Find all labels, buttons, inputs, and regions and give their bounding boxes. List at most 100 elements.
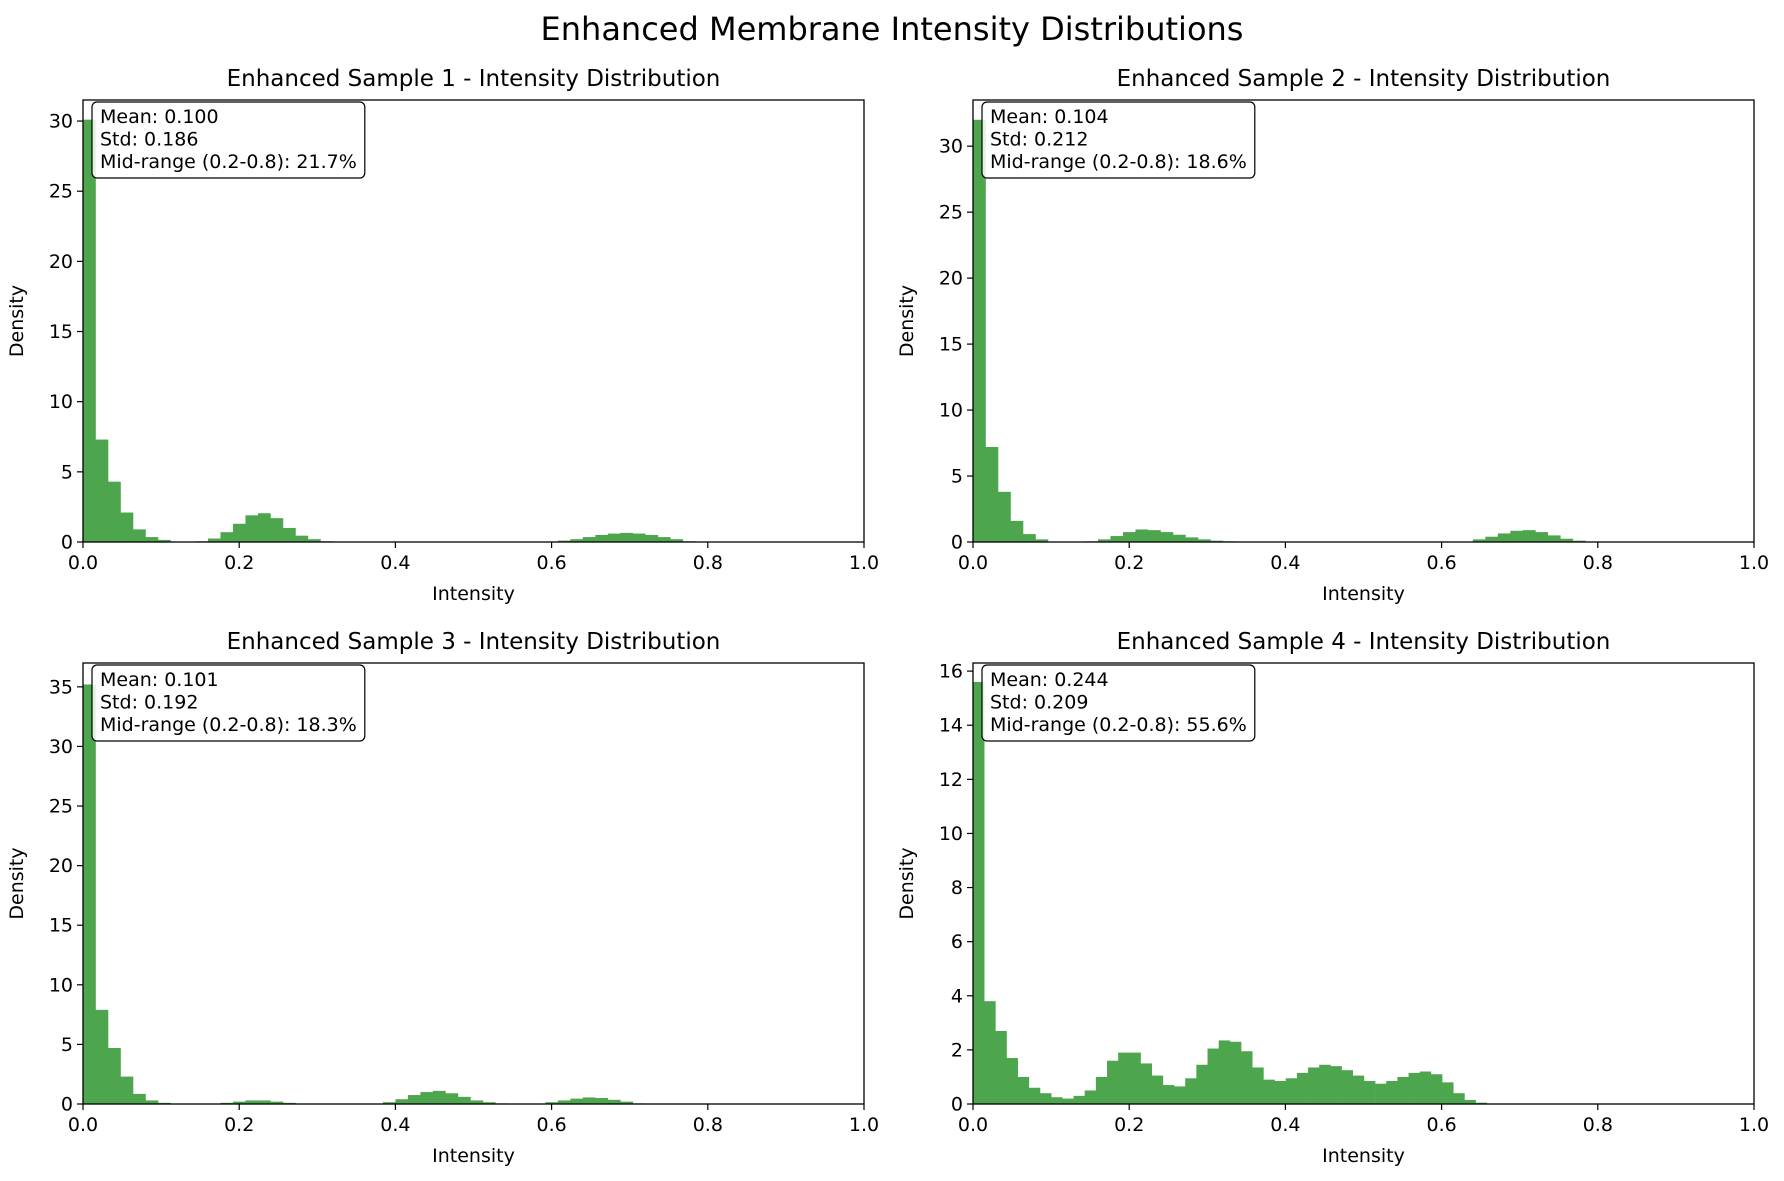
x-tick-label: 0.4 [380,1114,410,1136]
y-tick-label: 10 [49,974,73,996]
x-tick-label: 0.2 [224,1114,254,1136]
histogram-bar [257,1100,271,1104]
histogram-bar [1274,1081,1287,1104]
x-tick-label: 1.0 [849,1114,879,1136]
panel-title: Enhanced Sample 1 - Intensity Distributi… [227,66,721,92]
x-tick-label: 0.0 [958,1114,988,1136]
histogram-bar [1386,1081,1398,1104]
histogram-bar [1475,1102,1488,1104]
axes-frame [82,99,865,543]
histogram-bar [232,523,246,542]
histogram-bar [157,539,171,542]
y-tick-label: 14 [939,715,963,737]
histogram-bar [645,534,659,542]
histogram-bar [620,1101,634,1104]
histogram-bar [132,529,146,542]
histogram-bar [107,1047,121,1104]
histogram-bar [1062,1098,1074,1104]
y-tick-label: 0 [61,1094,73,1116]
stats-mean: Mean: 0.100 [100,106,219,128]
y-tick-label: 10 [49,391,73,413]
histogram-bar [95,1009,109,1104]
x-tick-label: 0.4 [1270,1114,1300,1136]
x-tick-label: 0.4 [380,552,410,574]
histogram-bar [985,447,999,542]
histogram-bar [132,1093,146,1104]
histogram-bar [307,539,321,542]
stats-mid-range: Mid-range (0.2-0.8): 21.7% [100,151,357,173]
histogram-bar [120,1076,134,1104]
histogram-bar [973,681,985,1104]
histogram-bar [657,537,671,542]
histogram-bar [1035,539,1049,542]
panel-1: 0.0 0.2 0.4 0.6 0.8 1.0 0 5 10 15 20 25 30 Enhanced S… [6,66,879,605]
histogram-bar [1485,536,1499,542]
y-tick-label: 15 [49,321,73,343]
figure-title: Enhanced Membrane Intensity Distribution… [541,10,1244,48]
y-tick-label: 0 [61,532,73,554]
histogram-bar [270,1101,284,1104]
histogram-bar [973,119,986,542]
histogram-bar [570,539,584,542]
histogram-bar [1330,1066,1342,1104]
histogram-bar [1363,1081,1376,1104]
histogram-bar [1263,1079,1275,1104]
histogram-bar [1185,1078,1197,1104]
x-tick-label: 0.8 [1583,552,1613,574]
histogram-bar [1107,1060,1119,1104]
y-tick-label: 6 [951,931,963,953]
histogram-bar [1296,1072,1309,1104]
histogram-bar [1110,536,1124,542]
histogram-bar [1006,1058,1018,1104]
x-tick-label: 0.8 [693,1114,723,1136]
histogram-bars [973,119,1586,542]
histogram-bar [1097,539,1111,542]
stats-mean: Mean: 0.244 [990,669,1109,691]
y-tick-label: 30 [939,136,963,158]
histogram-bar [257,513,271,542]
histogram-bar [1022,534,1036,542]
histogram-bar [582,537,596,542]
histogram-bar [1430,1074,1443,1104]
histogram-bar [595,534,609,542]
stats-std: Std: 0.209 [990,692,1088,714]
histogram-bar [1510,530,1524,542]
histogram-bar [1560,538,1574,542]
stats-mid-range: Mid-range (0.2-0.8): 55.6% [990,714,1247,736]
y-tick-label: 10 [939,823,963,845]
histogram-bar [595,1098,609,1104]
stats-std: Std: 0.212 [990,129,1088,151]
histogram-bar [83,684,96,1104]
histogram-bar [570,1098,584,1104]
histogram-bar [1051,1097,1063,1104]
histogram-bar [582,1097,596,1104]
histogram-bar [1162,1085,1175,1104]
histogram-bar [1118,1052,1130,1104]
histogram-bar [1017,1076,1030,1104]
histogram-bar [1129,1052,1141,1104]
y-tick-label: 30 [49,111,73,133]
histogram-bar [1572,540,1586,542]
y-tick-label: 4 [951,985,963,1007]
y-axis-label: Density [6,847,28,919]
panel-4: 0.0 0.2 0.4 0.6 0.8 1.0 0 2 4 6 8 10 12 14 16 Enhanced … [896,629,1769,1167]
histogram-bar [1147,530,1161,542]
stats-mid-range: Mid-range (0.2-0.8): 18.6% [990,151,1247,173]
histogram-bar [1352,1075,1365,1104]
histogram-bar [295,535,309,542]
histogram-bar [220,532,234,542]
histogram-bar [1197,539,1211,542]
stats-mid-range: Mid-range (0.2-0.8): 18.3% [100,714,357,736]
x-tick-label: 0.8 [693,552,723,574]
stats-box-frame [981,664,1256,742]
panel-title: Enhanced Sample 4 - Intensity Distributi… [1117,629,1611,655]
histogram-bar [1095,1076,1108,1104]
y-tick-label: 25 [49,181,73,203]
histogram-bar [107,481,121,542]
histogram-bar [1218,1040,1231,1104]
x-tick-label: 1.0 [1739,552,1769,574]
y-axis-label: Density [896,847,918,919]
histogram-bar [482,1102,496,1104]
